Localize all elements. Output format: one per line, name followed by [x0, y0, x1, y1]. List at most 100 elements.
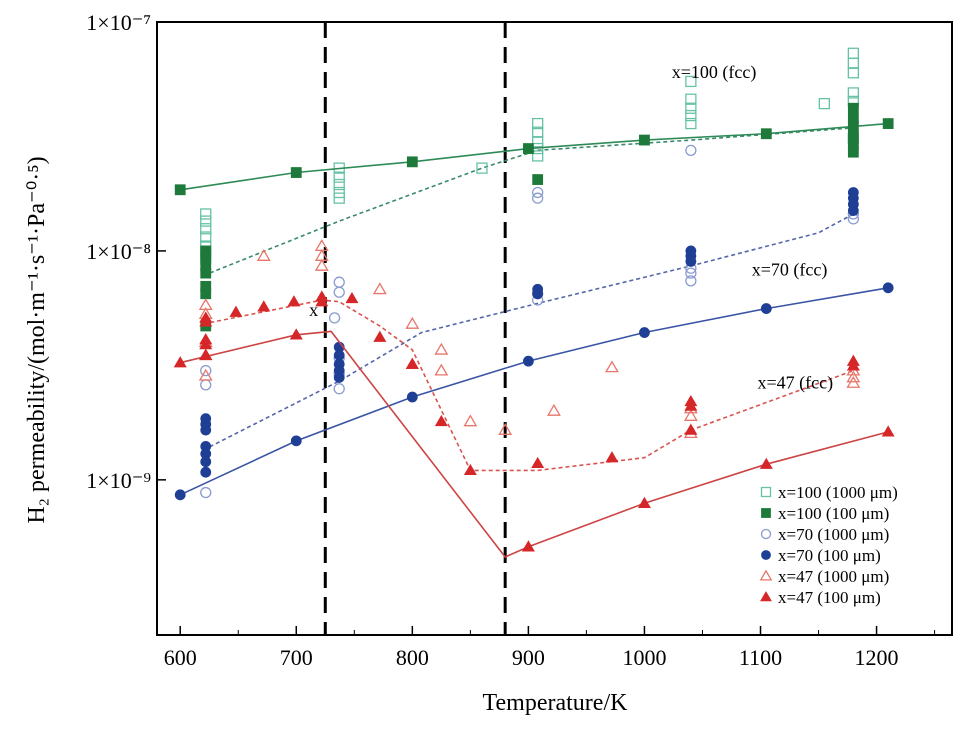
x-tick-label: 700 [280, 645, 313, 670]
data-point [846, 375, 861, 388]
legend-entry: x=100 (1000 μm) [778, 483, 898, 502]
data-point [333, 276, 345, 288]
data-point [846, 359, 860, 371]
data-point [685, 117, 697, 130]
data-point [685, 109, 697, 122]
data-point [532, 117, 544, 130]
data-point [760, 486, 772, 498]
data-point [847, 57, 860, 69]
data-point [759, 457, 773, 469]
data-point [760, 128, 772, 140]
data-point [328, 312, 341, 324]
data-point [200, 223, 212, 235]
data-point [173, 356, 187, 368]
data-point [685, 75, 697, 88]
data-point [685, 255, 697, 267]
data-point [333, 192, 345, 204]
annotation-label: x=47 (fcc) [758, 373, 834, 394]
data-point [434, 342, 449, 355]
data-point [333, 186, 345, 199]
legend: x=100 (1000 μm) x=100 (100 μm) x=70 (1000 … [759, 483, 898, 607]
data-point [521, 540, 535, 552]
data-point [685, 144, 697, 156]
data-point [287, 295, 301, 307]
legend-entry: x=47 (1000 μm) [778, 567, 889, 586]
data-point [761, 550, 771, 560]
data-point [639, 327, 650, 338]
data-point [847, 146, 859, 158]
data-point [847, 129, 859, 141]
data-point [200, 466, 212, 478]
data-point [434, 414, 448, 427]
data-point [199, 315, 213, 327]
data-point [434, 363, 449, 376]
data-point [532, 192, 544, 204]
data-point [463, 414, 478, 427]
y-axis-title: H₂ permeability/(mol·m⁻¹·s⁻¹·Pa⁻⁰·⁵) [24, 156, 50, 523]
annotation-label: x=100 (fcc) [672, 62, 757, 83]
data-point [684, 399, 698, 411]
data-point [406, 156, 418, 168]
data-point [846, 370, 861, 383]
series-5 [173, 290, 895, 558]
x-tick-label: 800 [396, 645, 429, 670]
data-point [333, 171, 345, 183]
data-point [289, 328, 303, 340]
data-point [199, 348, 213, 360]
data-point [345, 291, 359, 304]
data-point [818, 97, 830, 110]
series-0 [200, 47, 860, 277]
data-point [637, 496, 651, 508]
data-point [333, 349, 345, 361]
data-point [684, 423, 698, 435]
data-point [200, 456, 212, 468]
data-point [761, 508, 771, 518]
data-point [639, 134, 650, 146]
legend-entry: x=70 (1000 μm) [778, 525, 889, 544]
data-point [200, 231, 212, 243]
data-point [200, 364, 212, 377]
data-point [200, 288, 212, 300]
data-point [882, 118, 894, 129]
series-fit-line [203, 213, 854, 451]
data-point [760, 591, 772, 602]
y-tick-label: 1×10⁻⁸ [86, 239, 151, 264]
data-point [333, 372, 345, 383]
data-point [333, 178, 345, 191]
data-point [605, 451, 619, 463]
x-tick-label: 600 [164, 645, 197, 670]
data-point [847, 67, 860, 79]
data-point [532, 186, 544, 199]
data-point [881, 425, 895, 437]
data-point [522, 355, 534, 367]
series-fit-line [203, 299, 854, 472]
data-point [685, 267, 697, 279]
data-point [229, 305, 243, 317]
data-point [531, 456, 545, 469]
data-point [847, 47, 860, 59]
y-tick-label: 1×10⁻⁹ [86, 468, 151, 493]
data-point [882, 282, 894, 294]
data-point [532, 136, 544, 148]
x-tick-label: 1000 [622, 645, 666, 670]
data-point [605, 360, 619, 373]
data-point [200, 215, 212, 227]
data-point [174, 489, 186, 501]
data-point [200, 208, 212, 220]
data-point [200, 267, 212, 279]
data-point [257, 300, 271, 312]
data-point [759, 569, 773, 581]
data-point [405, 316, 420, 329]
data-point [532, 288, 544, 300]
annotation-label: x=70 (fcc) [752, 260, 828, 281]
annotation-label: x [309, 300, 318, 320]
data-point [200, 424, 212, 436]
data-point [683, 409, 698, 421]
data-point [760, 303, 772, 314]
data-point [847, 120, 859, 132]
legend-entry: x=70 (100 μm) [778, 546, 881, 565]
data-point [256, 249, 271, 261]
data-point [333, 383, 345, 395]
data-point [200, 486, 212, 499]
